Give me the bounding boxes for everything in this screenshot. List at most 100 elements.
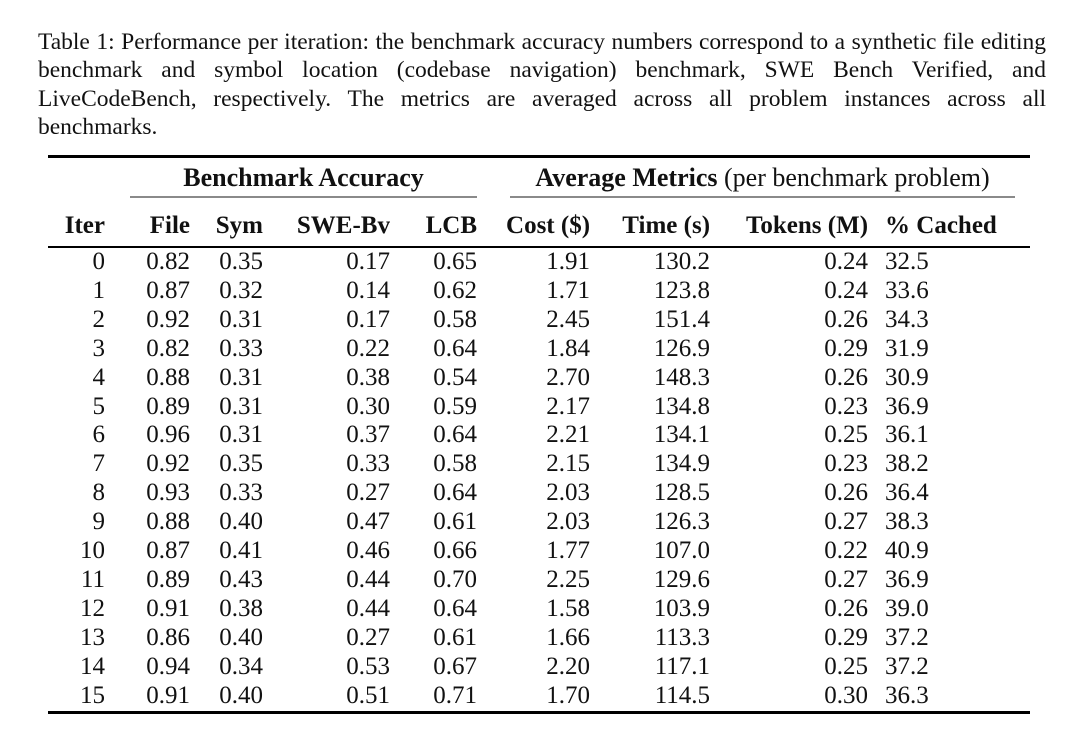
table-cell: 36.9 [885,565,929,593]
average-metrics-label: Average Metrics [535,163,718,192]
table-cell: 0.47 [346,508,390,536]
table-cell: 0.29 [824,334,869,362]
table-cell: 38.3 [885,508,929,536]
table-cell: 0.26 [824,305,869,333]
table-cell: 12 [80,594,105,622]
table-cell: 0.17 [346,305,390,333]
table-cell: 30.9 [885,363,929,391]
table-cell: 0.44 [346,594,390,622]
table-row: 0 0.82 0.35 0.17 0.65 1.91 130.2 0.24 32.5 [48,247,1030,277]
table-cell: 0.82 [146,334,190,362]
table-cell: 1.91 [546,248,591,275]
table-cell: 2 [92,305,106,333]
column-header-cached: % Cached [868,198,1031,248]
table-cell: 0.67 [433,652,478,680]
table-cell: 38.2 [885,450,929,478]
table-cell: 2.20 [546,652,591,680]
benchmark-accuracy-label: Benchmark Accuracy [183,163,424,192]
table-cell: 0.62 [433,276,478,304]
table-cell: 0.31 [219,421,263,449]
table-row: 9 0.88 0.40 0.47 0.61 2.03 126.3 0.27 38.3 [48,508,1030,537]
table-cell: 0.24 [824,248,869,275]
table-cell: 130.2 [653,248,711,275]
table-cell: 129.6 [653,565,711,593]
table-cell: 0.66 [433,537,478,565]
table-cell: 0.35 [219,248,263,275]
table-cell: 39.0 [885,594,929,622]
table-cell: 0.54 [433,363,478,391]
table-cell: 0.33 [219,334,263,362]
table-cell: 2.45 [546,305,591,333]
table-cell: 123.8 [653,276,711,304]
table-cell: 0.38 [219,594,263,622]
table-cell: 1.58 [546,594,591,622]
table-cell: 0.64 [433,334,478,362]
table-cell: 0.23 [824,392,869,420]
table-cell: 0.27 [346,479,390,507]
column-header-lcb: LCB [390,198,478,248]
table-cell: 0.96 [146,421,190,449]
table-cell: 14 [80,652,105,680]
table-cell: 0.59 [433,392,478,420]
table-cell: 0.40 [219,508,263,536]
table-cell: 36.9 [885,392,929,420]
table-cell: 128.5 [653,479,711,507]
table-cell: 0.92 [146,450,190,478]
column-header-iter: Iter [48,198,105,248]
table-cell: 0.82 [146,248,190,275]
table-cell: 10 [80,537,105,565]
table-cell: 0.31 [219,305,263,333]
table-cell: 0.25 [824,421,869,449]
table-cell: 1.84 [546,334,591,362]
table-cell: 4 [92,363,106,391]
table-cell: 2.25 [546,565,591,593]
table-cell: 0.22 [824,537,869,565]
table-cell: 103.9 [653,594,711,622]
table-row: 12 0.91 0.38 0.44 0.64 1.58 103.9 0.26 39.0 [48,595,1030,624]
table-cell: 0.35 [219,450,263,478]
results-table: Benchmark Accuracy Average Metrics (per … [48,155,1031,714]
table-cell: 37.2 [885,652,929,680]
table-cell: 0.14 [346,276,390,304]
table-cell: 126.9 [653,334,711,362]
table-container: Benchmark Accuracy Average Metrics (per … [48,155,1031,714]
table-cell: 0.70 [433,565,478,593]
benchmark-accuracy-underline: Benchmark Accuracy [130,163,478,198]
table-body: 0 0.82 0.35 0.17 0.65 1.91 130.2 0.24 32.5 1 0.87 0… [48,247,1030,712]
table-cell: 2.15 [546,450,591,478]
table-cell: 134.1 [653,421,711,449]
table-row: 3 0.82 0.33 0.22 0.64 1.84 126.9 0.29 31.9 [48,335,1030,364]
table-cell: 0.31 [219,392,263,420]
table-cell: 0.38 [346,363,390,391]
table-cell: 0.58 [433,450,478,478]
table-cell: 0.43 [219,565,263,593]
table-cell: 0.34 [219,652,263,680]
table-cell: 0.89 [146,392,190,420]
table-cell: 2.21 [546,421,591,449]
table-cell: 113.3 [654,623,711,651]
table-row: 5 0.89 0.31 0.30 0.59 2.17 134.8 0.23 36.9 [48,393,1030,422]
table-cell: 0.71 [433,681,478,709]
column-header-sym: Sym [190,198,263,248]
table-cell: 134.8 [653,392,711,420]
table-row: 8 0.93 0.33 0.27 0.64 2.03 128.5 0.26 36.4 [48,479,1030,508]
table-cell: 114.5 [654,681,711,709]
table-cell: 0.29 [824,623,869,651]
table-cell: 1.71 [546,276,591,304]
table-cell: 0.40 [219,623,263,651]
table-cell: 0.94 [146,652,190,680]
table-cell: 0.27 [346,623,390,651]
table-cell: 33.6 [885,276,929,304]
table-cell: 0.25 [824,652,869,680]
table-cell: 0.87 [146,537,190,565]
table-row: 13 0.86 0.40 0.27 0.61 1.66 113.3 0.29 37.2 [48,624,1030,653]
table-cell: 0.51 [346,681,390,709]
table-cell: 0.31 [219,363,263,391]
table-cell: 2.70 [546,363,591,391]
table-cell: 9 [92,508,106,536]
table-cell: 0.27 [824,565,869,593]
table-cell: 0.33 [219,479,263,507]
table-cell: 1.70 [546,681,591,709]
column-header-file: File [105,198,190,248]
group-header-spacer [48,157,105,199]
